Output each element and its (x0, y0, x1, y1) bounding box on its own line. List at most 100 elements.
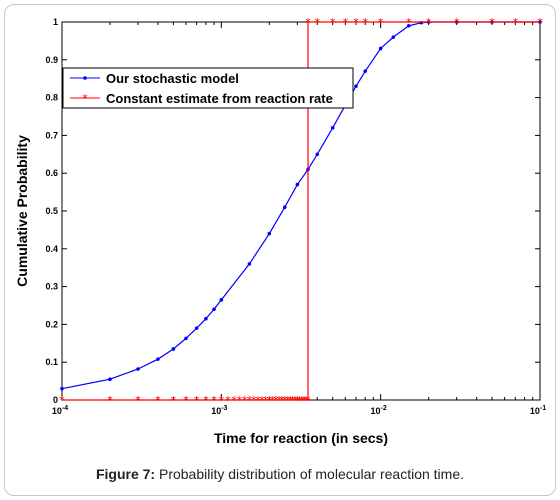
data-point-1: * (282, 394, 288, 407)
data-point-1: * (287, 394, 293, 407)
data-point-1: * (406, 16, 412, 29)
data-point-1: * (513, 16, 519, 29)
data-point-0 (156, 357, 160, 361)
y-tick-label: 0.2 (45, 319, 58, 329)
data-point-1: * (305, 394, 311, 407)
data-point-1: * (426, 16, 432, 29)
data-point-1: * (263, 394, 269, 407)
data-point-1: * (315, 16, 321, 29)
x-tick-label: 10-4 (52, 405, 68, 416)
data-point-1: * (211, 394, 217, 407)
data-point-1: * (489, 16, 495, 29)
series-line-1 (62, 21, 540, 401)
data-point-1: * (255, 394, 261, 407)
data-point-0 (267, 231, 272, 236)
data-point-1: * (270, 394, 276, 407)
y-tick-label: 0.7 (45, 130, 58, 140)
y-tick-label: 0.6 (45, 168, 58, 178)
x-tick-label: 10-2 (371, 405, 387, 416)
data-point-1: * (305, 16, 311, 29)
data-point-0 (171, 347, 176, 351)
data-point-0 (60, 386, 64, 391)
legend-marker-constant: * (82, 92, 88, 105)
data-point-1: * (267, 394, 273, 407)
y-tick-label: 0.1 (45, 357, 58, 367)
x-tick-label: 10-3 (211, 405, 227, 416)
caption-label: Figure 7: (95, 466, 156, 482)
series-line-0 (61, 21, 540, 390)
y-axis-label: Cumulative Probability (14, 135, 30, 287)
legend-label-stochastic: Our stochastic model (106, 71, 239, 86)
data-point-1: * (276, 394, 282, 407)
data-point-1: * (454, 16, 460, 29)
figure-caption: Figure 7: Probability distribution of mo… (0, 466, 560, 482)
data-point-1: * (251, 394, 257, 407)
axis-ticks: 0 0.1 0.2 0.3 0.4 0.5 0.6 0.7 0.8 0.9 1 10-4 10-3 10-… (45, 17, 546, 416)
data-point-0 (136, 367, 140, 371)
chart: 0 0.1 0.2 0.3 0.4 0.5 0.6 0.7 0.8 0.9 1 10-4 10-3 10-… (14, 16, 546, 446)
data-point-1: * (297, 394, 303, 407)
data-point-0 (282, 205, 287, 210)
data-point-1: * (301, 394, 307, 407)
data-point-0 (391, 35, 396, 39)
data-point-1: * (343, 16, 349, 29)
data-point-1: * (378, 16, 384, 29)
y-tick-label: 1 (53, 17, 58, 27)
y-tick-label: 0.4 (45, 244, 58, 254)
data-point-1: * (247, 394, 253, 407)
data-point-0 (204, 316, 208, 321)
data-point-1: * (353, 16, 359, 29)
data-point-1: * (299, 394, 305, 407)
data-point-1: * (295, 394, 301, 407)
caption-text: Probability distribution of molecular re… (155, 466, 465, 482)
data-point-0 (184, 336, 188, 341)
data-point-0 (108, 377, 112, 382)
data-point-0 (354, 84, 358, 89)
data-point-1: * (537, 16, 543, 29)
legend-marker-stochastic (83, 76, 87, 80)
y-tick-label: 0 (53, 395, 58, 405)
legend-label-constant: Constant estimate from reaction rate (106, 91, 333, 106)
data-point-1: * (362, 16, 368, 29)
data-point-1: * (59, 394, 65, 407)
series-layer: * * * * * * * * * * * * * * ********************** * * * *… (59, 16, 543, 407)
data-point-0 (295, 182, 300, 187)
y-tick-label: 0.8 (45, 93, 58, 103)
data-point-1: * (303, 394, 309, 407)
data-point-0 (330, 126, 335, 130)
y-tick-label: 0.5 (45, 206, 58, 216)
data-point-0 (378, 46, 383, 51)
x-tick-label: 10-1 (530, 405, 546, 416)
data-point-0 (315, 152, 320, 157)
data-point-1: * (242, 394, 248, 407)
data-point-1: * (155, 394, 161, 407)
data-point-1: * (107, 394, 113, 407)
data-point-0 (219, 298, 224, 302)
data-point-1: * (135, 394, 141, 407)
data-point-1: * (259, 394, 265, 407)
y-tick-label: 0.3 (45, 282, 58, 292)
y-tick-label: 0.9 (45, 55, 58, 65)
data-point-1: * (330, 16, 336, 29)
legend-box (62, 67, 354, 109)
data-point-1: * (183, 394, 189, 407)
data-point-0 (212, 307, 216, 312)
data-point-0 (194, 326, 199, 330)
data-point-1: * (292, 394, 298, 407)
data-point-1: * (273, 394, 279, 407)
data-point-1: * (290, 394, 296, 407)
x-axis-label: Time for reaction (in secs) (214, 430, 388, 446)
data-point-1: * (285, 394, 291, 407)
data-point-1: * (225, 394, 231, 407)
data-point-1: * (171, 394, 177, 407)
data-point-1: * (219, 394, 225, 407)
data-point-1: * (237, 394, 243, 407)
data-point-1: * (194, 394, 200, 407)
data-point-1: * (279, 394, 285, 407)
data-point-0 (363, 69, 368, 73)
data-point-1: * (231, 394, 237, 407)
data-point-0 (406, 23, 411, 28)
legend: Our stochastic model * Constant estimate… (62, 67, 354, 109)
data-point-0 (247, 262, 252, 266)
data-point-1: * (203, 394, 209, 407)
